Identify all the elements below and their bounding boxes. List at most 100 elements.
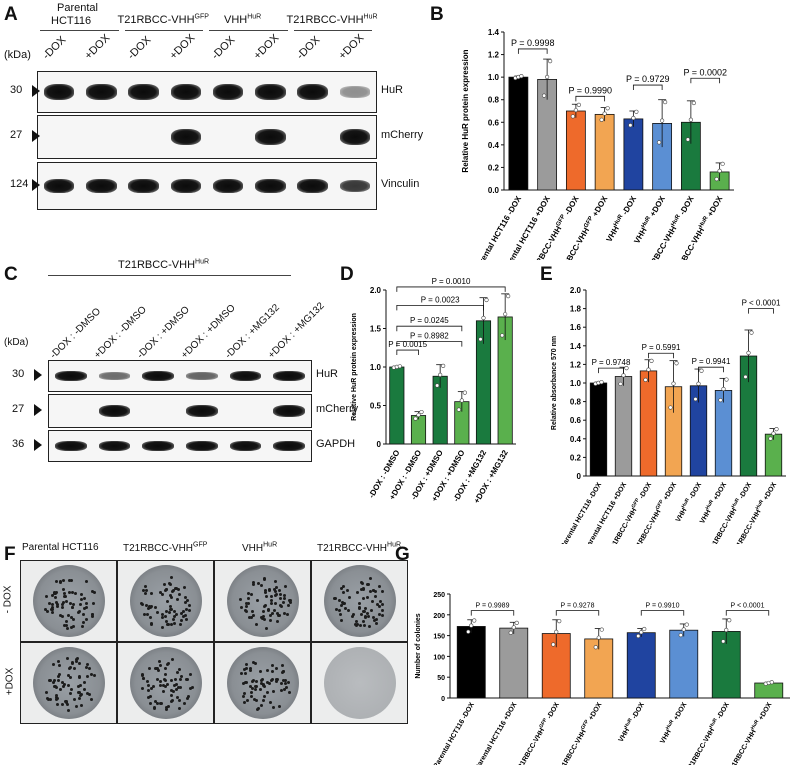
blot-band [98,405,131,417]
colony-dot [51,603,55,607]
colony-dot [245,663,249,667]
x-tick-label-suffix: +DOX [662,481,679,503]
bar [508,76,529,191]
p-value-label: P = 0.0010 [432,277,471,286]
lane-label: +DOX [82,32,113,62]
colony-dot [76,610,80,614]
colony-dot [77,696,81,700]
colony-dot [354,623,358,627]
colony-dot [265,626,269,630]
data-point [681,627,686,632]
comparison-bracket [575,95,606,102]
colony-dot [279,592,283,596]
colony-dot [169,607,173,611]
colony-dot [362,623,366,627]
colony-dot [265,594,269,598]
colony-dot [245,609,249,613]
x-tick-label-suffix: -DOX [562,194,581,218]
kda-unit-label: (kDa) [4,49,31,61]
colony-dot [271,670,275,674]
colony-dot [242,668,246,672]
colony-dot [90,589,94,593]
colony-dot [71,660,75,664]
colony-dot [155,666,159,670]
label-text: VHH [224,13,248,26]
data-point [605,106,610,111]
group-label-text: T21RBCC-VHHGFP [118,13,209,26]
culture-dish [226,565,299,637]
label-superscript: GFP [193,542,208,549]
colony-dot [184,618,188,622]
y-axis-label: Relative HuR protein expression [351,313,358,421]
colony-dot [270,601,274,605]
protein-label: mCherry [381,129,424,141]
colony-dot [347,608,351,612]
colony-dot [183,586,187,590]
colony-dot [275,679,279,683]
data-point [691,100,696,106]
blot-band [98,441,131,451]
data-point [570,114,575,119]
p-value-label: P = 0.5991 [642,343,681,352]
colony-dot [139,602,143,606]
colony-dot [171,589,175,593]
colony-dot [52,684,56,688]
colony-dot [270,599,274,602]
colony-dot [85,666,89,669]
colony-dot [178,706,182,710]
colony-dot [145,680,149,684]
colony-dot [339,612,343,616]
colony-dot [282,669,286,673]
y-tick-label: 0.0 [488,186,500,195]
data-point [511,625,516,630]
colony-dot [177,685,181,689]
colony-dot [173,621,177,625]
panel-a-letter: A [4,4,18,25]
y-tick-label: 1.6 [570,323,582,332]
colony-dot [169,595,173,599]
colony-dot [261,609,265,613]
data-point [481,315,486,321]
colony-dot [380,613,384,617]
colony-dot [77,684,81,688]
colony-dot [173,684,177,688]
colony-dot [265,668,269,672]
colony-dot [259,688,263,692]
colony-dot [83,688,87,692]
y-tick-label: 1.8 [570,305,582,314]
blot-band [170,84,202,100]
colony-dot [161,689,165,693]
colony-dot [265,691,269,695]
data-point [660,118,665,123]
colony-dot [366,582,370,586]
y-tick-label: 1.0 [488,73,500,82]
protein-label: HuR [316,368,339,380]
comparison-bracket [598,367,624,374]
colony-dot [147,695,151,699]
data-point [416,412,421,418]
x-tick-label-suffix: -DMSO [401,449,423,479]
colony-dot [147,683,151,687]
colony-dot [57,674,61,678]
colony-dot [76,657,80,661]
x-tick-label: Parental HCT116 +DOX [474,701,518,765]
comparison-bracket [698,366,724,373]
colony-dot [71,591,75,595]
blot-band [43,84,75,100]
lane-label: +DOX [167,32,198,62]
x-tick-label-superscript: HuR [698,215,710,229]
colony-dot [283,594,287,598]
x-tick-label-text: T21RBCC-VHH [727,729,758,765]
colony-dot [255,698,259,702]
colony-dot [358,607,362,611]
colony-dot [147,605,151,609]
colony-dot [72,617,76,621]
colony-dot [155,701,159,705]
colony-dot [55,601,59,605]
x-tick-label-suffix: +DOX [757,701,774,723]
colony-well-image [214,560,311,642]
colony-dot [61,702,65,706]
colony-dot [169,678,173,682]
colony-dot [173,610,177,614]
colony-dot [169,604,173,608]
